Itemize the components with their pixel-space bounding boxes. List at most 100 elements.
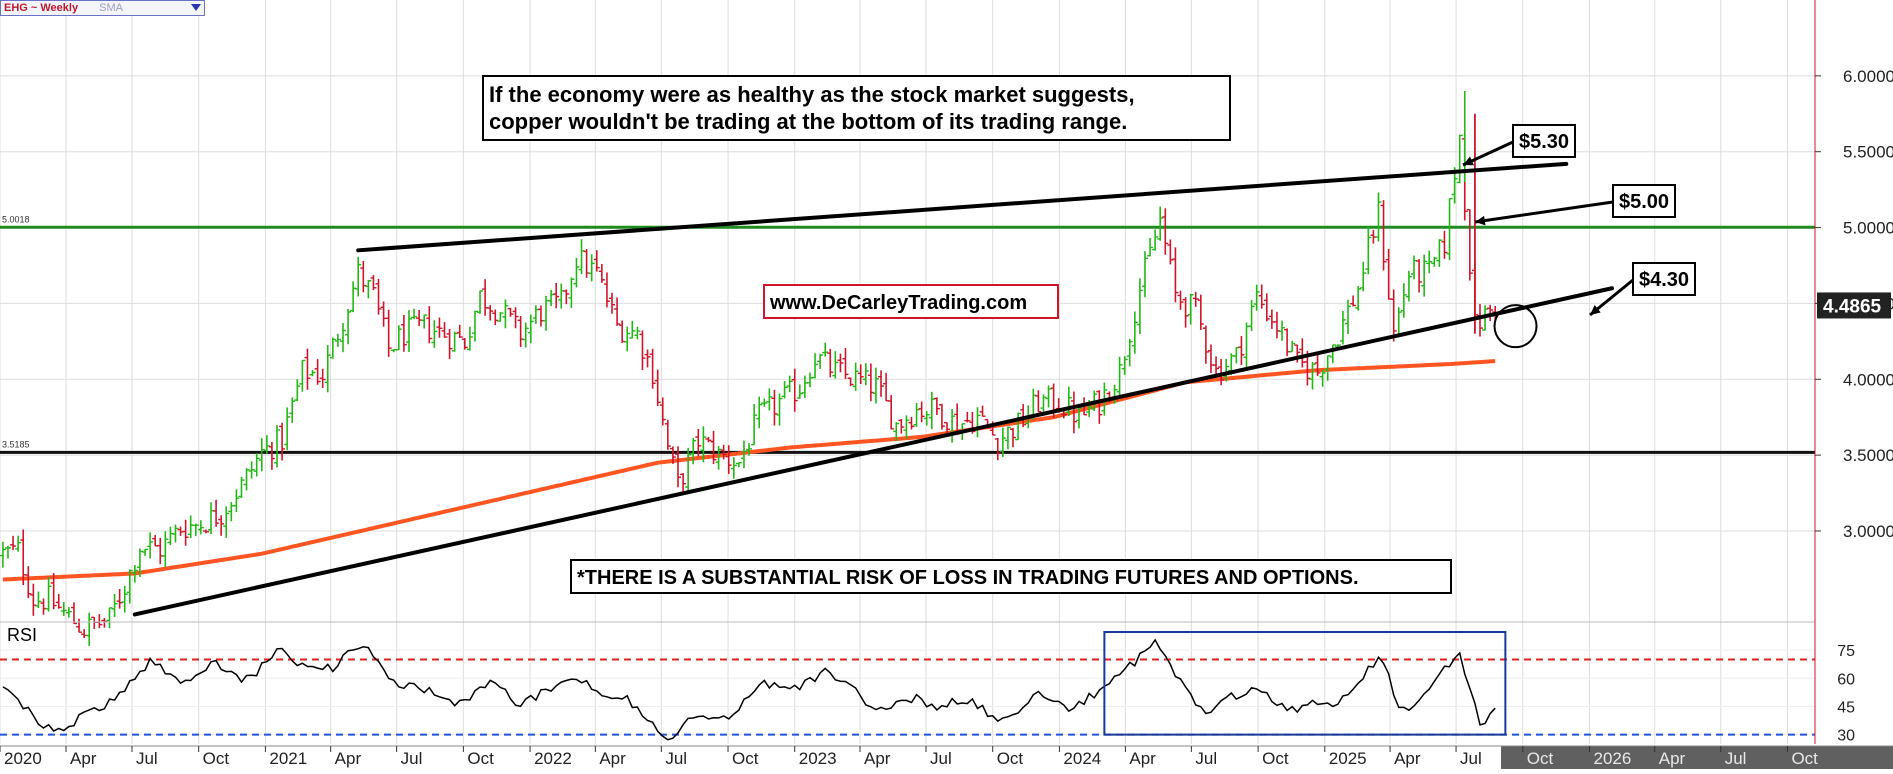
price-bar: [918, 401, 925, 423]
price-bar: [1355, 286, 1362, 311]
x-tick-label-23: Oct: [1527, 749, 1554, 768]
price-bar: [1487, 304, 1494, 322]
callout-label-1: $5.00: [1619, 191, 1669, 213]
price-bar: [746, 443, 753, 456]
price-bar: [720, 444, 727, 460]
price-bar: [761, 398, 768, 407]
price-bar: [477, 290, 484, 314]
price-bar: [1192, 291, 1199, 307]
price-bar: [253, 453, 260, 477]
price-bar: [497, 312, 504, 322]
price-bar: [1075, 405, 1082, 429]
price-bar: [1065, 386, 1072, 417]
price-bar: [553, 282, 560, 309]
price-bar: [502, 299, 509, 329]
price-bar: [487, 305, 494, 321]
disclaimer-box: *THERE IS A SUBSTANTIAL RISK OF LOSS IN …: [570, 559, 1452, 594]
last-price-label: 4.4865: [1823, 296, 1882, 317]
price-bar: [898, 419, 905, 434]
price-bar: [294, 379, 301, 402]
price-bar: [1309, 361, 1316, 390]
price-bar: [15, 535, 22, 552]
price-bar: [740, 440, 747, 469]
price-bar: [609, 292, 616, 314]
price-bar: [284, 407, 291, 451]
price-bar: [842, 348, 849, 379]
price-bar: [147, 532, 154, 559]
price-bar: [461, 338, 468, 350]
price-bar: [1141, 251, 1148, 298]
x-tick-label-1: Apr: [70, 749, 97, 768]
price-bar: [1431, 256, 1438, 267]
price-bar: [766, 388, 773, 411]
price-bar: [715, 446, 722, 470]
price-bar: [923, 411, 930, 426]
headline-box-text-1: copper wouldn't be trading at the bottom…: [489, 109, 1127, 134]
price-bar: [1238, 336, 1245, 366]
rsi-line: [2, 638, 1496, 741]
price-bar: [888, 395, 895, 430]
symbol-selector[interactable]: EHG ~ Weekly SMA: [0, 0, 205, 16]
price-bar: [446, 328, 453, 360]
price-bar: [197, 520, 204, 535]
price-bar: [1187, 293, 1194, 325]
price-bar: [1253, 284, 1260, 311]
price-bar: [1004, 426, 1011, 450]
price-bar: [1350, 295, 1357, 307]
x-tick-label-16: 2024: [1063, 749, 1101, 768]
price-bar: [1096, 390, 1103, 424]
price-bar: [324, 345, 331, 393]
price-bar: [131, 565, 138, 583]
price-bar: [1324, 355, 1331, 381]
level-label-1: 3.5185: [2, 439, 30, 449]
price-bar: [1441, 230, 1448, 259]
y-tick-label-2: 4.0000: [1843, 370, 1893, 389]
price-bar: [522, 322, 529, 348]
price-bar: [223, 506, 230, 538]
price-bar: [1010, 427, 1017, 448]
price-bar: [979, 405, 986, 417]
price-bar: [263, 435, 270, 454]
price-bar: [268, 441, 275, 470]
price-bar: [1223, 358, 1230, 382]
price-bar: [598, 264, 605, 283]
y-tick-label-0: 3.0000: [1843, 522, 1893, 541]
x-tick-label-21: Apr: [1394, 749, 1421, 768]
price-bar: [847, 377, 854, 387]
indicator-label: SMA: [99, 2, 123, 14]
price-bar: [243, 468, 250, 491]
price-bar: [669, 446, 676, 464]
price-bar: [431, 320, 438, 348]
x-tick-label-25: Apr: [1659, 749, 1686, 768]
website-box-frame: [763, 284, 1059, 319]
price-bar: [126, 569, 133, 604]
price-bar: [563, 289, 570, 305]
price-bar: [1045, 385, 1052, 408]
price-bar: [4, 545, 11, 559]
price-bar: [664, 419, 671, 450]
chevron-down-icon[interactable]: [191, 4, 201, 11]
trendline-0: [356, 161, 1569, 253]
x-tick-label-4: 2021: [269, 749, 307, 768]
price-bar: [289, 397, 296, 423]
price-bar: [0, 541, 6, 568]
price-bar: [1131, 311, 1138, 354]
price-bar: [365, 280, 372, 299]
price-bar: [705, 436, 712, 443]
disclaimer-box-frame: [570, 559, 1452, 594]
price-bar: [791, 368, 798, 412]
price-bar: [1172, 247, 1179, 303]
rsi-highlight-box: [1103, 631, 1507, 736]
price-bar: [614, 297, 621, 326]
rsi-tick-label-3: 75: [1837, 643, 1855, 660]
rsi-tick-label-1: 45: [1837, 699, 1855, 716]
price-bar: [1136, 278, 1143, 335]
x-tick-label-18: Jul: [1195, 749, 1217, 768]
price-bar: [1167, 239, 1174, 265]
price-bar: [76, 618, 83, 633]
price-bar: [725, 445, 732, 474]
price-bar: [355, 256, 362, 297]
price-bar: [735, 462, 742, 468]
price-bar: [751, 403, 758, 446]
